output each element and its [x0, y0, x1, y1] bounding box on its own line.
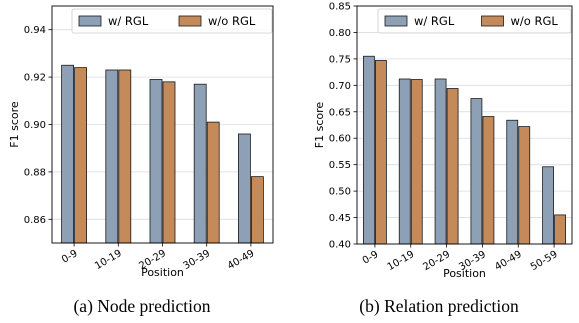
- bar-wo-rgl-30-39: [206, 121, 220, 244]
- y-axis-label: F1 score: [313, 102, 326, 149]
- y-tick-label: 0.40: [329, 240, 351, 251]
- x-tick-label: 30-39: [182, 248, 213, 272]
- y-tick-label: 0.65: [329, 107, 351, 118]
- bar-wo-rgl-10-19: [118, 69, 132, 244]
- x-tick-label: 10-19: [386, 249, 417, 273]
- y-tick-label: 0.85: [329, 2, 351, 13]
- x-tick-label: 10-19: [93, 248, 124, 272]
- y-tick-label: 0.45: [329, 213, 351, 224]
- bar-w-rgl-0-9: [61, 64, 74, 244]
- legend-box: [71, 8, 273, 34]
- plot-frame: [51, 5, 274, 244]
- legend-swatch: [481, 15, 504, 27]
- bar-wo-rgl-0-9: [74, 67, 87, 244]
- y-tick-label: 0.75: [329, 54, 351, 65]
- chart-node-prediction: 0.860.880.900.920.940-9 10-19 20-29 30-39 40…: [8, 5, 274, 279]
- y-tick-label: 0.88: [24, 167, 46, 178]
- y-tick-label: 0.86: [24, 215, 46, 226]
- legend-box: [377, 8, 572, 34]
- bar-wo-rgl-20-29: [162, 81, 176, 244]
- caption-relation-prediction: (b) Relation prediction: [359, 296, 519, 316]
- bar-wo-rgl-50-59: [554, 214, 566, 245]
- y-tick-label: 0.92: [24, 73, 46, 84]
- bar-w-rgl-0-9: [363, 55, 375, 245]
- y-tick-label: 0.94: [24, 25, 46, 36]
- plot-frame: [356, 5, 573, 245]
- legend: w/ RGL w/o RGL: [71, 8, 273, 34]
- legend-label: w/o RGL: [511, 14, 559, 28]
- bar-wo-rgl-20-29: [446, 88, 459, 245]
- bar-wo-rgl-30-39: [482, 116, 495, 245]
- bar-w-rgl-40-49: [237, 133, 251, 244]
- bar-w-rgl-30-39: [470, 98, 483, 245]
- bar-w-rgl-10-19: [398, 78, 411, 245]
- y-tick-label: 0.50: [329, 187, 351, 198]
- bar-w-rgl-30-39: [193, 83, 207, 244]
- y-tick-label: 0.80: [329, 28, 351, 39]
- legend-swatch: [384, 15, 408, 27]
- y-tick-label: 0.70: [329, 81, 351, 92]
- y-tick-label: 0.90: [24, 120, 46, 131]
- x-axis-label: Position: [443, 267, 486, 280]
- legend-swatch: [78, 15, 102, 27]
- legend-label: w/ RGL: [414, 14, 455, 28]
- y-tick-label: 0.60: [329, 134, 351, 145]
- legend-swatch: [178, 15, 202, 27]
- x-axis-label: Position: [141, 266, 184, 279]
- x-tick-label: 40-49: [493, 249, 524, 273]
- bar-w-rgl-10-19: [105, 69, 119, 244]
- legend-label: w/ RGL: [108, 14, 149, 28]
- bar-w-rgl-20-29: [149, 79, 163, 244]
- bar-wo-rgl-10-19: [410, 79, 423, 245]
- legend-label: w/o RGL: [208, 14, 256, 28]
- x-tick-label: 0-9: [60, 248, 80, 266]
- caption-node-prediction: (a) Node prediction: [73, 296, 210, 316]
- bar-wo-rgl-40-49: [518, 126, 531, 245]
- x-tick-label: 40-49: [226, 248, 257, 272]
- bar-wo-rgl-40-49: [250, 176, 264, 244]
- bar-w-rgl-20-29: [434, 78, 447, 245]
- x-tick-label: 0-9: [361, 249, 381, 267]
- chart-relation-prediction: 0.40 0.45 0.50 0.55 0.60 0.65 0.70 0.75 0.80 0.85…: [313, 2, 573, 280]
- legend: w/ RGL w/o RGL: [377, 8, 572, 34]
- x-tick-label: 50-59: [529, 249, 560, 273]
- y-tick-label: 0.55: [329, 160, 351, 171]
- bar-wo-rgl-0-9: [375, 60, 387, 245]
- bar-w-rgl-40-49: [506, 119, 519, 245]
- bar-w-rgl-50-59: [542, 166, 554, 245]
- y-axis-label: F1 score: [8, 101, 21, 148]
